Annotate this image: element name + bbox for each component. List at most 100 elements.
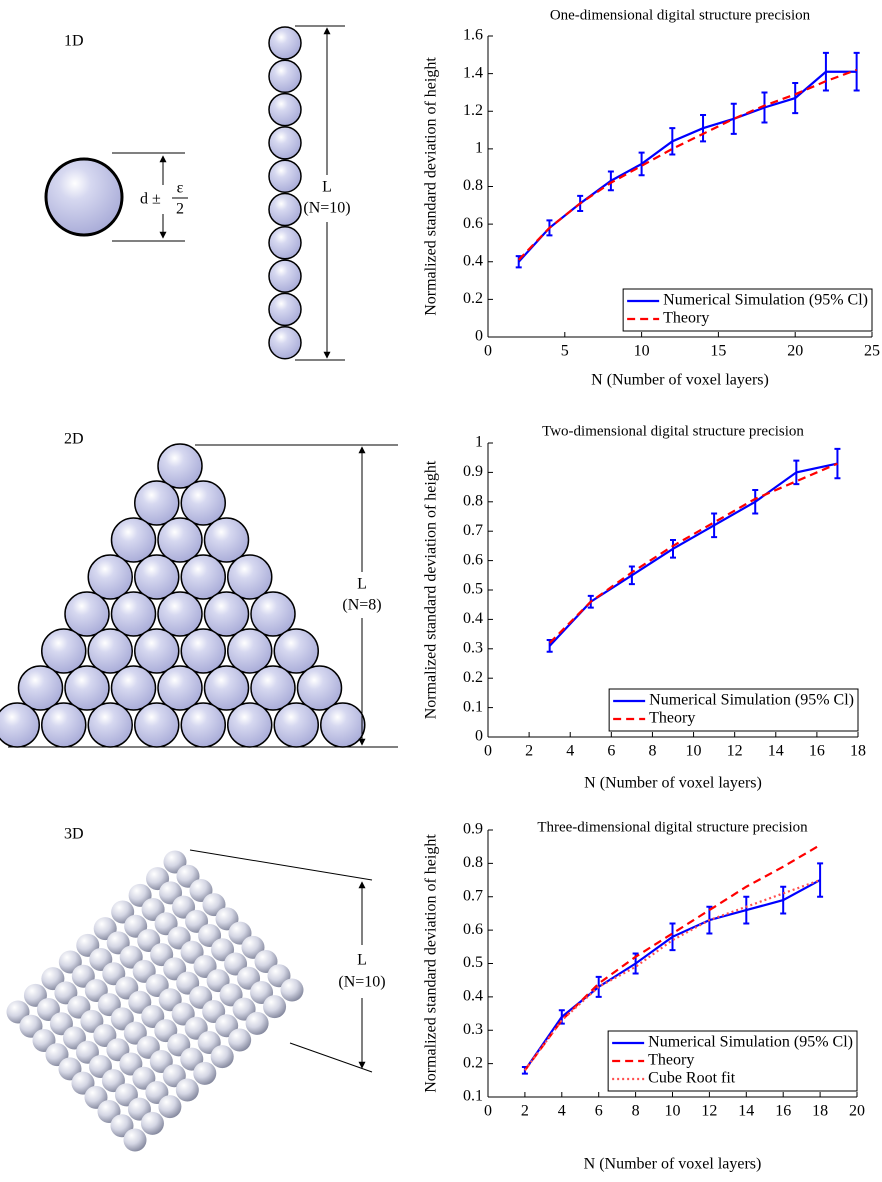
voxel [42,703,86,747]
x-tick-label: 6 [595,1103,603,1120]
voxel [158,444,202,488]
x-tick-label: 14 [738,1103,754,1120]
diagram-label: 2D [64,431,84,448]
x-tick-label: 10 [634,343,650,360]
epsilon: ε [177,180,184,197]
voxel [281,979,304,1002]
voxel [228,555,272,599]
y-tick-label: 0 [475,328,483,345]
x-tick-label: 14 [768,743,784,760]
diagram-label: 3D [64,826,84,843]
error-bar [629,566,635,584]
voxel [274,629,318,673]
y-tick-label: 0.6 [463,215,483,232]
legend-label: Theory [649,710,695,727]
voxel [135,555,179,599]
y-tick-label: 0.8 [463,854,483,871]
x-tick-label: 25 [864,343,880,360]
x-tick-label: 0 [484,1103,492,1120]
x-tick-label: 2 [525,743,533,760]
voxel [135,703,179,747]
x-tick-label: 8 [648,743,656,760]
length-label: L [322,179,332,196]
x-axis-label: N (Number of voxel layers) [584,775,762,792]
y-tick-label: 1.6 [463,27,483,44]
voxel [211,1045,234,1068]
x-axis-label: N (Number of voxel layers) [584,1156,762,1173]
voxel [176,1079,199,1102]
y-tick-label: 0.1 [463,698,483,715]
x-tick-label: 20 [849,1103,865,1120]
voxel [246,1012,269,1035]
y-tick-label: 0.7 [463,522,483,539]
voxel [158,592,202,636]
y-tick-label: 0.8 [463,177,483,194]
x-tick-label: 2 [521,1103,529,1120]
x-tick-label: 5 [561,343,569,360]
voxel [269,227,301,259]
voxel [0,703,39,747]
y-tick-label: 1 [475,140,483,157]
y-axis-label: Normalized standard deviation of height [423,57,440,316]
count-label: (N=8) [342,597,381,614]
x-tick-label: 15 [710,343,726,360]
voxel [269,327,301,359]
y-axis-label: Normalized standard deviation of height [423,834,440,1093]
page: {"diagrams": { "one_d": {"label": "1D", … [0,0,882,1182]
dim-line [290,1043,372,1072]
voxel [269,293,301,325]
voxel [112,666,156,710]
chart-title: Three-dimensional digital structure prec… [537,819,808,835]
x-tick-label: 16 [775,1103,791,1120]
diagram-label: 1D [64,33,84,50]
voxel [298,666,342,710]
voxel-column [269,27,301,359]
x-tick-label: 4 [558,1103,566,1120]
voxel [141,1112,164,1135]
x-tick-label: 12 [727,743,743,760]
y-tick-label: 0.4 [463,610,483,627]
voxel [42,629,86,673]
legend-label: Cube Root fit [648,1070,736,1087]
voxel [88,703,132,747]
y-tick-label: 0.4 [463,988,483,1005]
x-tick-label: 0 [484,343,492,360]
voxel-pyramid [7,851,304,1152]
y-tick-label: 0.3 [463,1021,483,1038]
voxel [112,518,156,562]
dim-line [190,850,372,880]
x-tick-label: 10 [665,1103,681,1120]
x-tick-label: 16 [809,743,825,760]
voxel [269,160,301,192]
voxel [181,555,225,599]
voxel [135,629,179,673]
y-tick-label: 0 [475,728,483,745]
voxel [269,60,301,92]
y-tick-label: 0.1 [463,1088,483,1105]
diameter-label: d ± [140,191,161,208]
voxel [124,1129,147,1152]
y-tick-label: 1.2 [463,102,483,119]
voxel [65,592,109,636]
y-tick-label: 1 [475,434,483,451]
voxel [274,703,318,747]
voxel [269,94,301,126]
voxel [228,703,272,747]
x-tick-label: 18 [812,1103,828,1120]
y-tick-label: 0.9 [463,463,483,480]
legend-label: Numerical Simulation (95% Cl) [648,1034,853,1051]
y-tick-label: 0.2 [463,290,483,307]
voxel [193,1062,216,1085]
y-tick-label: 0.9 [463,821,483,838]
x-tick-label: 20 [787,343,803,360]
voxel [158,1095,181,1118]
legend-label: Numerical Simulation (95% Cl) [649,692,854,709]
figure: 1D d ± ε 2 L (N=10) 2D L (N=8) 3D L (N=1… [0,0,882,1182]
voxel [269,127,301,159]
y-tick-label: 0.2 [463,1054,483,1071]
voxel [251,592,295,636]
voxel [263,995,286,1018]
series-line [550,464,838,646]
chart-title: Two-dimensional digital structure precis… [542,423,804,439]
x-tick-label: 10 [686,743,702,760]
